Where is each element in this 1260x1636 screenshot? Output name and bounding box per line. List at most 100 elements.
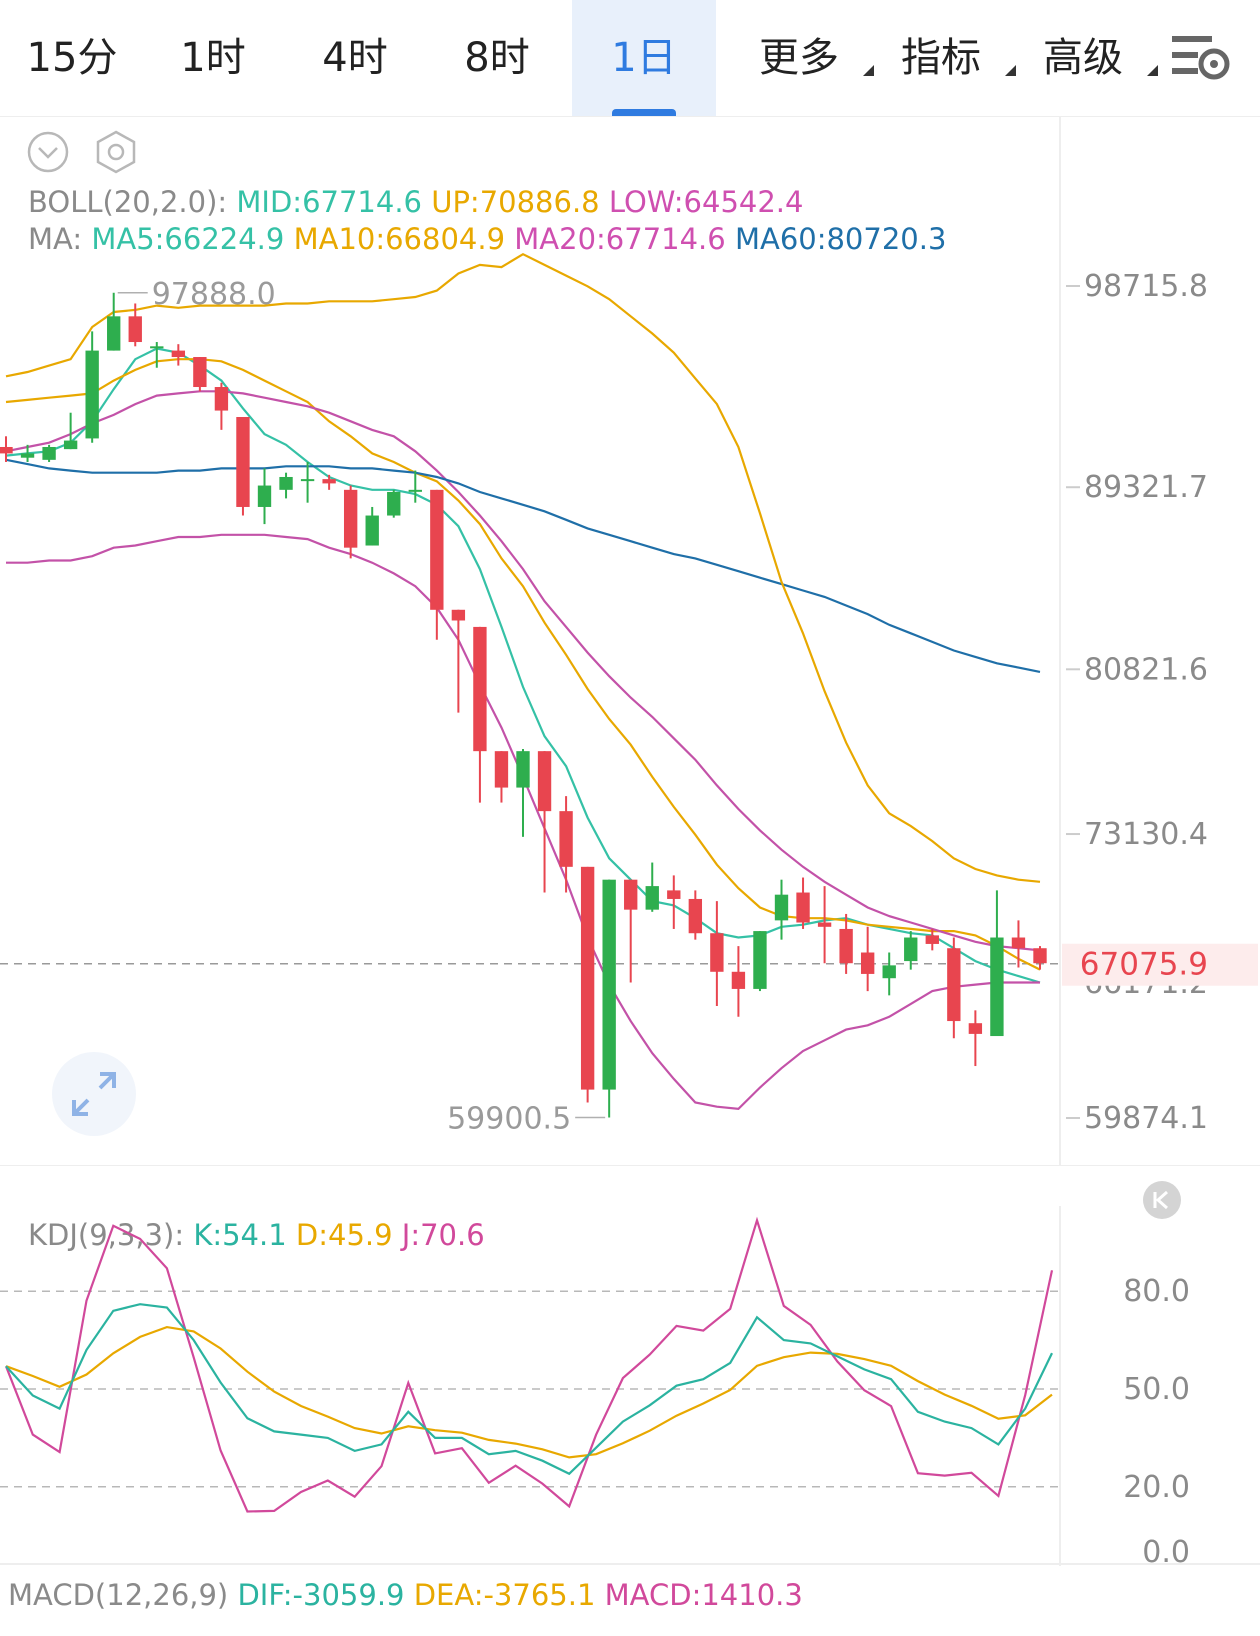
candle-body bbox=[990, 937, 1004, 1037]
candle bbox=[882, 952, 896, 996]
candle-body bbox=[171, 350, 186, 358]
candle bbox=[624, 879, 638, 983]
tab-1d[interactable]: 1日 bbox=[572, 0, 716, 116]
tab-15m[interactable]: 15分 bbox=[26, 35, 118, 81]
candle-body bbox=[236, 417, 250, 507]
candle bbox=[42, 444, 56, 462]
candle bbox=[516, 749, 530, 837]
candle bbox=[839, 913, 853, 974]
series-ma10-line bbox=[5, 358, 1041, 971]
candle-body bbox=[150, 346, 164, 349]
candle bbox=[1033, 946, 1047, 970]
candle-body bbox=[947, 948, 961, 1022]
candle bbox=[860, 926, 875, 992]
candle-body bbox=[279, 476, 293, 490]
price-tick-label: 80821.6 bbox=[1084, 652, 1208, 687]
candle-body bbox=[107, 316, 121, 351]
caret-down-icon bbox=[863, 65, 874, 76]
candle-body bbox=[580, 866, 595, 1090]
scroll-to-latest-button[interactable] bbox=[1143, 1181, 1181, 1219]
candle bbox=[710, 901, 724, 1007]
kdj-chart[interactable]: 80.0 50.0 20.0 0.0 bbox=[0, 1206, 1260, 1566]
candle-body bbox=[494, 751, 509, 788]
macd-value: MACD:1410.3 bbox=[604, 1578, 803, 1612]
tab-more[interactable]: 更多 bbox=[744, 0, 874, 116]
fullscreen-button[interactable] bbox=[52, 1052, 136, 1136]
candle bbox=[473, 626, 487, 803]
tab-4h[interactable]: 4时 bbox=[322, 35, 388, 81]
candle bbox=[430, 489, 444, 640]
kdj-tick-label: 80.0 bbox=[1123, 1274, 1190, 1309]
candle bbox=[602, 879, 616, 1118]
candle-body bbox=[473, 626, 487, 752]
candle-body bbox=[968, 1023, 983, 1034]
candle-body bbox=[753, 931, 767, 989]
tab-advanced[interactable]: 高级 bbox=[1028, 0, 1158, 116]
candle-body bbox=[193, 357, 207, 388]
candle bbox=[947, 937, 961, 1039]
tab-8h[interactable]: 8时 bbox=[464, 35, 530, 81]
candle-body bbox=[774, 894, 789, 921]
candle bbox=[193, 357, 207, 392]
candle bbox=[451, 609, 466, 713]
boll-up: UP:70886.8 bbox=[431, 185, 600, 219]
candle bbox=[990, 890, 1004, 1037]
timeframe-tabs: 15分 1时 4时 8时 1日 更多 指标 高级 bbox=[0, 0, 1260, 117]
tab-indicators[interactable]: 指标 bbox=[886, 0, 1016, 116]
price-tick-label: 89321.7 bbox=[1084, 470, 1208, 505]
candle bbox=[236, 417, 250, 516]
candle bbox=[300, 461, 315, 503]
high-price-label: 97888.0 bbox=[152, 277, 276, 312]
caret-down-icon bbox=[1147, 65, 1158, 76]
candle-body bbox=[624, 879, 638, 910]
candle bbox=[343, 485, 358, 559]
indicator-settings-icon[interactable] bbox=[94, 130, 138, 174]
candle bbox=[494, 751, 509, 803]
tab-advanced-label: 高级 bbox=[1043, 35, 1123, 81]
candle-body bbox=[365, 515, 379, 546]
expand-arrows-icon bbox=[72, 1072, 116, 1116]
candle-body bbox=[128, 316, 142, 343]
series-ma5-line bbox=[5, 347, 1041, 984]
candle-body bbox=[451, 609, 466, 621]
candle-body bbox=[904, 937, 918, 962]
candle bbox=[796, 877, 810, 929]
candle bbox=[580, 866, 595, 1103]
candle bbox=[925, 928, 939, 951]
candle bbox=[20, 444, 35, 462]
candle bbox=[171, 344, 186, 366]
candle-body bbox=[20, 453, 35, 458]
candle-body bbox=[0, 446, 13, 454]
kdj-tick-label: 0.0 bbox=[1142, 1535, 1190, 1566]
candle bbox=[322, 474, 336, 490]
macd-dif: DIF:-3059.9 bbox=[237, 1578, 405, 1612]
candle bbox=[279, 472, 293, 499]
candle bbox=[731, 946, 746, 1017]
candle bbox=[904, 931, 918, 970]
kdj-tick-label: 50.0 bbox=[1123, 1372, 1190, 1407]
kdj-k: K:54.1 bbox=[193, 1218, 287, 1252]
collapse-chevron-icon[interactable] bbox=[26, 130, 70, 174]
boll-low: LOW:64542.4 bbox=[608, 185, 804, 219]
tab-1h[interactable]: 1时 bbox=[180, 35, 246, 81]
candle bbox=[408, 470, 422, 503]
candle-body bbox=[343, 489, 358, 548]
candle-body bbox=[602, 879, 616, 1090]
candle-body bbox=[322, 479, 336, 484]
candle-body bbox=[667, 890, 681, 899]
price-chart[interactable]: 98715.889321.780821.673130.466171.259874… bbox=[0, 116, 1260, 1166]
price-tick-label: 73130.4 bbox=[1084, 817, 1208, 852]
chart-settings-icon[interactable] bbox=[1170, 32, 1234, 82]
candle-body bbox=[839, 928, 853, 964]
candle bbox=[559, 796, 573, 893]
price-tick-label: 59874.1 bbox=[1084, 1101, 1208, 1136]
candle-body bbox=[1011, 937, 1026, 949]
candle-body bbox=[257, 485, 272, 507]
candle bbox=[214, 382, 229, 430]
candle bbox=[537, 751, 552, 893]
price-tick-label: 98715.8 bbox=[1084, 269, 1208, 304]
candle bbox=[0, 436, 13, 462]
boll-mid: MID:67714.6 bbox=[236, 185, 422, 219]
candle-body bbox=[860, 952, 875, 974]
candle-body bbox=[925, 935, 939, 944]
